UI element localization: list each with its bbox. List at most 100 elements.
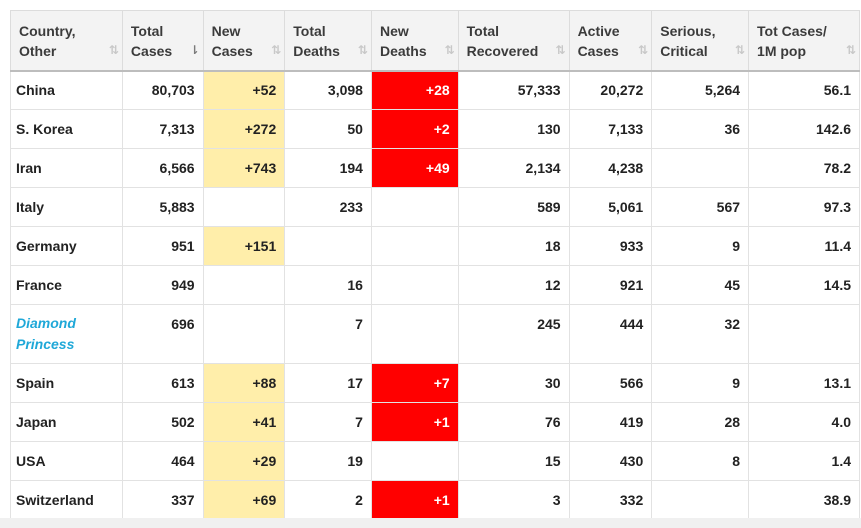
bottom-scroll-strip — [0, 518, 861, 528]
cell-country: Switzerland — [10, 480, 123, 520]
cell-total-recovered: 130 — [457, 109, 570, 149]
cell-total-cases: 464 — [121, 441, 204, 481]
sort-icon[interactable]: ⇅ — [108, 42, 119, 57]
sort-icon[interactable]: ⇅ — [555, 42, 566, 57]
cell-country: Spain — [10, 363, 123, 403]
table-row: S. Korea 7,313 +272 50 +2 130 7,133 36 142.6 — [10, 109, 860, 149]
table-row: Spain 613 +88 17 +7 30 566 9 13.1 — [10, 363, 860, 403]
table-row: Germany 951 +151 18 933 9 11.4 — [10, 226, 860, 266]
sort-icon[interactable]: ⇅ — [638, 42, 648, 57]
cell-new-cases: +88 — [202, 363, 286, 403]
table-row: Japan 502 +41 7 +1 76 419 28 4.0 — [10, 402, 860, 442]
column-header-label: Tot Cases/ 1M pop — [757, 23, 827, 59]
column-header-new-cases[interactable]: New Cases ⇅ — [202, 10, 286, 71]
cell-active-cases: 7,133 — [568, 109, 653, 149]
cell-active-cases: 921 — [568, 265, 653, 305]
cell-serious-critical — [651, 480, 750, 520]
sort-icon[interactable]: ⇅ — [357, 42, 368, 57]
cell-new-cases: +743 — [202, 148, 286, 188]
column-header-label: Serious, Critical — [660, 23, 716, 59]
table-row: Iran 6,566 +743 194 +49 2,134 4,238 78.2 — [10, 148, 860, 188]
cell-tot-cases-per-1m: 142.6 — [748, 109, 860, 149]
cell-new-deaths: +1 — [370, 480, 459, 520]
cell-serious-critical: 5,264 — [651, 70, 750, 110]
cell-total-deaths — [284, 226, 372, 266]
cell-tot-cases-per-1m: 4.0 — [748, 402, 860, 442]
column-header-total-deaths[interactable]: Total Deaths ⇅ — [284, 10, 372, 71]
cell-total-recovered: 18 — [457, 226, 570, 266]
sort-icon[interactable]: ⇅ — [845, 42, 856, 57]
cell-total-deaths: 7 — [284, 402, 372, 442]
cell-total-recovered: 76 — [457, 402, 570, 442]
cell-active-cases: 444 — [568, 304, 653, 364]
cell-serious-critical: 28 — [651, 402, 750, 442]
cell-country: S. Korea — [10, 109, 123, 149]
cell-total-cases: 949 — [121, 265, 204, 305]
column-header-tot-cases-per-1m[interactable]: Tot Cases/ 1M pop ⇅ — [748, 10, 860, 71]
table-body: China 80,703 +52 3,098 +28 57,333 20,272 5,264 5… — [10, 70, 860, 520]
cell-new-deaths: +28 — [370, 70, 459, 110]
cell-country: France — [10, 265, 123, 305]
column-header-active-cases[interactable]: Active Cases ⇅ — [568, 10, 653, 71]
cell-tot-cases-per-1m: 38.9 — [748, 480, 860, 520]
cell-serious-critical: 8 — [651, 441, 750, 481]
cell-tot-cases-per-1m: 11.4 — [748, 226, 860, 266]
column-header-serious-critical[interactable]: Serious, Critical ⇅ — [651, 10, 750, 71]
column-header-country[interactable]: Country, Other ⇅ — [10, 10, 123, 71]
sort-icon[interactable]: ⇅ — [271, 42, 281, 57]
cell-country: Diamond Princess — [10, 304, 123, 364]
cell-new-deaths — [370, 265, 459, 305]
cell-new-cases: +41 — [202, 402, 286, 442]
cell-new-cases: +52 — [202, 70, 286, 110]
cell-country: Iran — [10, 148, 123, 188]
column-header-label: Total Deaths — [293, 23, 340, 59]
cell-new-cases: +272 — [202, 109, 286, 149]
table-row: Italy 5,883 233 589 5,061 567 97.3 — [10, 187, 860, 227]
column-header-new-deaths[interactable]: New Deaths ⇅ — [370, 10, 459, 71]
sort-icon[interactable]: ⇅ — [734, 42, 745, 57]
column-header-total-recovered[interactable]: Total Recovered ⇅ — [457, 10, 570, 71]
sort-icon[interactable]: ⇅ — [444, 42, 455, 57]
table-row: Switzerland 337 +69 2 +1 3 332 38.9 — [10, 480, 860, 520]
table-header: Country, Other ⇅ Total Cases ⇂ New Cases ⇅ Tot… — [10, 10, 860, 71]
cell-total-cases: 6,566 — [121, 148, 204, 188]
cell-tot-cases-per-1m: 14.5 — [748, 265, 860, 305]
cell-country: Italy — [10, 187, 123, 227]
cell-new-cases: +151 — [202, 226, 286, 266]
cell-active-cases: 430 — [568, 441, 653, 481]
cell-total-recovered: 589 — [457, 187, 570, 227]
cell-tot-cases-per-1m — [748, 304, 860, 364]
cell-total-cases: 951 — [121, 226, 204, 266]
cell-total-recovered: 245 — [457, 304, 570, 364]
header-row: Country, Other ⇅ Total Cases ⇂ New Cases ⇅ Tot… — [10, 10, 860, 71]
cell-total-recovered: 57,333 — [457, 70, 570, 110]
cell-total-cases: 337 — [121, 480, 204, 520]
cell-new-cases: +29 — [202, 441, 286, 481]
cell-total-deaths: 7 — [284, 304, 372, 364]
cell-total-deaths: 233 — [284, 187, 372, 227]
cell-total-deaths: 16 — [284, 265, 372, 305]
cell-serious-critical: 9 — [651, 226, 750, 266]
cell-serious-critical — [651, 148, 750, 188]
cell-total-recovered: 15 — [457, 441, 570, 481]
cell-active-cases: 20,272 — [568, 70, 653, 110]
cell-tot-cases-per-1m: 1.4 — [748, 441, 860, 481]
cell-tot-cases-per-1m: 97.3 — [748, 187, 860, 227]
cell-active-cases: 5,061 — [568, 187, 653, 227]
cell-new-deaths: +2 — [370, 109, 459, 149]
table-row: China 80,703 +52 3,098 +28 57,333 20,272 5,264 5… — [10, 70, 860, 110]
cell-total-deaths: 19 — [284, 441, 372, 481]
column-header-label: Country, Other — [19, 23, 76, 59]
cell-total-recovered: 30 — [457, 363, 570, 403]
sort-active-icon[interactable]: ⇂ — [189, 42, 200, 57]
cell-new-deaths: +7 — [370, 363, 459, 403]
column-header-label: Active Cases — [577, 23, 620, 59]
table-row: Diamond Princess 696 7 245 444 32 — [10, 304, 860, 364]
column-header-label: Total Recovered — [466, 23, 539, 59]
column-header-total-cases[interactable]: Total Cases ⇂ — [121, 10, 204, 71]
cell-new-cases — [202, 265, 286, 305]
cell-active-cases: 566 — [568, 363, 653, 403]
cell-new-deaths — [370, 441, 459, 481]
country-link[interactable]: Diamond Princess — [16, 315, 76, 352]
